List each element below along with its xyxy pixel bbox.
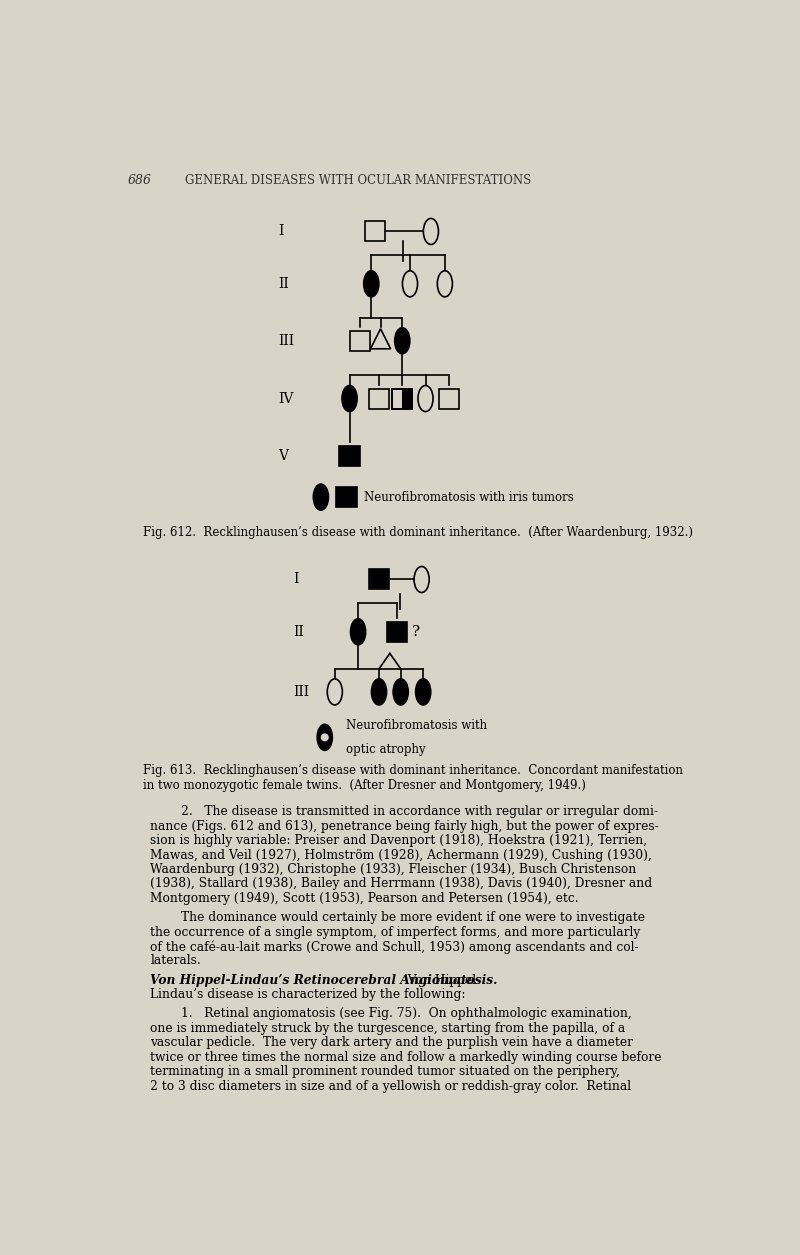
Text: Mawas, and Veil (1927), Holmström (1928), Achermann (1929), Cushing (1930),: Mawas, and Veil (1927), Holmström (1928)… bbox=[150, 848, 652, 861]
Text: 1.   Retinal angiomatosis (see Fig. 75).  On ophthalmologic examination,: 1. Retinal angiomatosis (see Fig. 75). O… bbox=[150, 1008, 632, 1020]
Text: sion is highly variable: Preiser and Davenport (1918), Hoekstra (1921), Terrien,: sion is highly variable: Preiser and Dav… bbox=[150, 835, 647, 847]
Bar bbox=[386, 621, 407, 641]
Bar bbox=[350, 331, 370, 351]
Bar bbox=[392, 389, 412, 409]
Text: 2.   The disease is transmitted in accordance with regular or irregular domi-: 2. The disease is transmitted in accorda… bbox=[150, 806, 658, 818]
Text: Lindau’s disease is characterized by the following:: Lindau’s disease is characterized by the… bbox=[150, 988, 466, 1001]
Bar bbox=[369, 389, 389, 409]
Text: Von Hippel-Lindau’s Retinocerebral Angiomatosis.: Von Hippel-Lindau’s Retinocerebral Angio… bbox=[150, 974, 498, 986]
Text: II: II bbox=[294, 625, 305, 639]
Text: V: V bbox=[278, 449, 288, 463]
Text: of the café-au-lait marks (Crowe and Schull, 1953) among ascendants and col-: of the café-au-lait marks (Crowe and Sch… bbox=[150, 940, 639, 954]
Bar bbox=[339, 447, 360, 467]
Text: Von Hippel-: Von Hippel- bbox=[400, 974, 480, 986]
Ellipse shape bbox=[416, 679, 430, 705]
Text: nance (Figs. 612 and 613), penetrance being fairly high, but the power of expres: nance (Figs. 612 and 613), penetrance be… bbox=[150, 820, 659, 832]
Text: Neurofibromatosis with: Neurofibromatosis with bbox=[346, 719, 487, 732]
Text: (1938), Stallard (1938), Bailey and Herrmann (1938), Davis (1940), Dresner and: (1938), Stallard (1938), Bailey and Herr… bbox=[150, 877, 653, 891]
Text: Fig. 612.  Recklinghausen’s disease with dominant inheritance.  (After Waardenbu: Fig. 612. Recklinghausen’s disease with … bbox=[142, 526, 693, 538]
Text: III: III bbox=[278, 334, 294, 348]
Text: III: III bbox=[294, 685, 310, 699]
Text: Fig. 613.  Recklinghausen’s disease with dominant inheritance.  Concordant manif: Fig. 613. Recklinghausen’s disease with … bbox=[142, 764, 682, 792]
Ellipse shape bbox=[394, 328, 410, 354]
Text: vascular pedicle.  The very dark artery and the purplish vein have a diameter: vascular pedicle. The very dark artery a… bbox=[150, 1037, 634, 1049]
Ellipse shape bbox=[393, 679, 408, 705]
Bar bbox=[392, 389, 412, 409]
Bar bbox=[438, 389, 459, 409]
Text: terminating in a small prominent rounded tumor situated on the periphery,: terminating in a small prominent rounded… bbox=[150, 1065, 620, 1078]
Text: laterals.: laterals. bbox=[150, 955, 201, 968]
Text: one is immediately struck by the turgescence, starting from the papilla, of a: one is immediately struck by the turgesc… bbox=[150, 1022, 626, 1034]
Text: II: II bbox=[278, 277, 289, 291]
Ellipse shape bbox=[321, 733, 329, 742]
Text: ?: ? bbox=[412, 625, 421, 639]
Text: GENERAL DISEASES WITH OCULAR MANIFESTATIONS: GENERAL DISEASES WITH OCULAR MANIFESTATI… bbox=[186, 173, 531, 187]
Bar bbox=[402, 389, 412, 409]
Text: Neurofibromatosis with iris tumors: Neurofibromatosis with iris tumors bbox=[363, 491, 574, 503]
Ellipse shape bbox=[314, 484, 329, 510]
Bar bbox=[365, 221, 386, 241]
Text: I: I bbox=[294, 572, 299, 586]
Text: Waardenburg (1932), Christophe (1933), Fleischer (1934), Busch Christenson: Waardenburg (1932), Christophe (1933), F… bbox=[150, 863, 637, 876]
Text: twice or three times the normal size and follow a markedly winding course before: twice or three times the normal size and… bbox=[150, 1050, 662, 1063]
Ellipse shape bbox=[317, 724, 332, 750]
Ellipse shape bbox=[342, 385, 357, 412]
Ellipse shape bbox=[364, 271, 379, 297]
Text: optic atrophy: optic atrophy bbox=[346, 743, 426, 756]
Text: IV: IV bbox=[278, 392, 294, 405]
Bar bbox=[369, 570, 389, 590]
Text: 686: 686 bbox=[127, 173, 151, 187]
Text: Montgomery (1949), Scott (1953), Pearson and Petersen (1954), etc.: Montgomery (1949), Scott (1953), Pearson… bbox=[150, 892, 579, 905]
Ellipse shape bbox=[350, 619, 366, 645]
Text: The dominance would certainly be more evident if one were to investigate: The dominance would certainly be more ev… bbox=[150, 911, 646, 924]
Ellipse shape bbox=[371, 679, 386, 705]
Text: I: I bbox=[278, 225, 284, 238]
Text: 2 to 3 disc diameters in size and of a yellowish or reddish-gray color.  Retinal: 2 to 3 disc diameters in size and of a y… bbox=[150, 1079, 631, 1093]
Bar bbox=[336, 487, 357, 507]
Text: the occurrence of a single symptom, of imperfect forms, and more particularly: the occurrence of a single symptom, of i… bbox=[150, 925, 641, 939]
